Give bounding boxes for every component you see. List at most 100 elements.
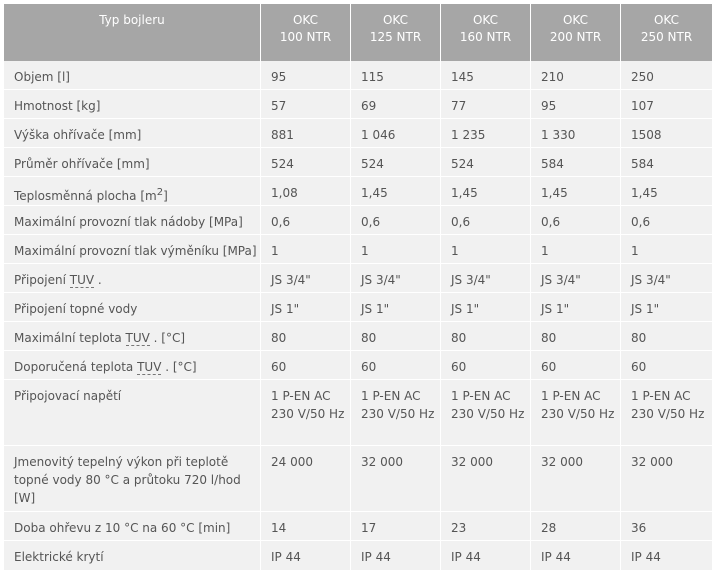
- row-value: 1 P-EN AC 230 V/50 Hz: [261, 380, 351, 446]
- row-value: 1 330: [531, 119, 621, 148]
- row-label: Maximální provozní tlak nádoby [MPa]: [4, 206, 261, 235]
- row-value: JS 3/4": [621, 264, 712, 293]
- row-label-text: Připojení topné vody: [14, 302, 138, 316]
- table-row: Objem [l] 95 115 145 210 250: [4, 61, 712, 90]
- row-value: 80: [531, 322, 621, 351]
- abbreviation-tuv[interactable]: TUV: [69, 273, 95, 288]
- header-model: OKC 125 NTR: [351, 4, 441, 61]
- row-value: 60: [351, 351, 441, 380]
- row-label: Výška ohřívače [mm]: [4, 119, 261, 148]
- row-label-text: Jmenovitý tepelný výkon při teplotě topn…: [14, 455, 241, 505]
- row-value: JS 3/4": [351, 264, 441, 293]
- model-line1: OKC: [653, 13, 680, 27]
- row-value: 32 000: [621, 446, 712, 512]
- row-value: 57: [261, 90, 351, 119]
- row-value: JS 1": [621, 293, 712, 322]
- table-row: Výška ohřívače [mm] 881 1 046 1 235 1 330 150…: [4, 119, 712, 148]
- row-value: JS 1": [351, 293, 441, 322]
- row-value: 1 P-EN AC 230 V/50 Hz: [351, 380, 441, 446]
- row-value: 250: [621, 61, 712, 90]
- row-value: 584: [621, 148, 712, 177]
- row-value: 524: [351, 148, 441, 177]
- row-value: 1: [531, 235, 621, 264]
- row-label-suffix: .: [94, 273, 102, 287]
- row-value: 0,6: [531, 206, 621, 235]
- row-value: 1,08: [261, 177, 351, 206]
- row-value: 32 000: [531, 446, 621, 512]
- row-value: 77: [441, 90, 531, 119]
- table-row: Teplosměnná plocha [m2] 1,08 1,45 1,45 1,45 1…: [4, 177, 712, 206]
- header-model: OKC 160 NTR: [441, 4, 531, 61]
- row-value: JS 1": [261, 293, 351, 322]
- row-value: 145: [441, 61, 531, 90]
- row-value: 60: [261, 351, 351, 380]
- boiler-spec-table: Typ bojleru OKC 100 NTR OKC 125 NTR OKC 160…: [4, 4, 712, 571]
- row-value: 1: [621, 235, 712, 264]
- table-row: Hmotnost [kg] 57 69 77 95 107: [4, 90, 712, 119]
- row-value: 17: [351, 512, 441, 541]
- model-line2: 250 NTR: [640, 30, 693, 44]
- row-label-suffix: . [°C]: [161, 360, 197, 374]
- row-value: 60: [621, 351, 712, 380]
- model-line1: OKC: [562, 13, 589, 27]
- abbreviation-tuv[interactable]: TUV: [137, 360, 162, 375]
- row-value: 95: [531, 90, 621, 119]
- table-row: Maximální provozní tlak výměníku [MPa] 1 1…: [4, 235, 712, 264]
- table-row: Připojovací napětí 1 P-EN AC 230 V/50 Hz 1…: [4, 380, 712, 446]
- row-value: 1,45: [351, 177, 441, 206]
- row-value: 107: [621, 90, 712, 119]
- row-value: 0,6: [621, 206, 712, 235]
- row-label-text: Elektrické krytí: [14, 550, 104, 564]
- row-label-text: Maximální teplota: [14, 331, 126, 345]
- row-value: 0,6: [441, 206, 531, 235]
- row-label: Teplosměnná plocha [m2]: [4, 177, 261, 206]
- row-label-text: Připojení: [14, 273, 70, 287]
- model-line2: 100 NTR: [279, 30, 332, 44]
- row-label: Objem [l]: [4, 61, 261, 90]
- row-value: JS 3/4": [531, 264, 621, 293]
- row-value: 69: [351, 90, 441, 119]
- row-label: Připojení topné vody: [4, 293, 261, 322]
- unit-superscript: 2: [156, 187, 164, 198]
- table-row: Maximální teplota TUV . [°C] 80 80 80 80 80: [4, 322, 712, 351]
- row-label-text: Maximální provozní tlak nádoby [MPa]: [14, 215, 243, 229]
- row-value: JS 3/4": [261, 264, 351, 293]
- row-label-text: Průměr ohřívače [mm]: [14, 157, 150, 171]
- table-row: Připojení TUV . JS 3/4" JS 3/4" JS 3/4" JS 3…: [4, 264, 712, 293]
- row-label: Maximální provozní tlak výměníku [MPa]: [4, 235, 261, 264]
- model-line1: OKC: [292, 13, 319, 27]
- model-line1: OKC: [382, 13, 409, 27]
- row-value: 36: [621, 512, 712, 541]
- row-label-text: Výška ohřívače [mm]: [14, 128, 142, 142]
- abbreviation-tuv[interactable]: TUV: [125, 331, 150, 346]
- table-header-row: Typ bojleru OKC 100 NTR OKC 125 NTR OKC 160…: [4, 4, 712, 61]
- model-line1: OKC: [472, 13, 499, 27]
- model-line2: 160 NTR: [459, 30, 512, 44]
- row-value: 32 000: [441, 446, 531, 512]
- table-body: Objem [l] 95 115 145 210 250 Hmotnost [kg] 57 69…: [4, 61, 712, 571]
- row-value: 1 P-EN AC 230 V/50 Hz: [531, 380, 621, 446]
- row-label: Doba ohřevu z 10 °C na 60 °C [min]: [4, 512, 261, 541]
- row-value: 24 000: [261, 446, 351, 512]
- row-value: IP 44: [351, 541, 441, 571]
- row-label-text: Maximální provozní tlak výměníku [MPa]: [14, 244, 257, 258]
- row-value: 80: [351, 322, 441, 351]
- header-model: OKC 200 NTR: [531, 4, 621, 61]
- row-value: 23: [441, 512, 531, 541]
- table-row: Připojení topné vody JS 1" JS 1" JS 1" JS 1"…: [4, 293, 712, 322]
- table-row: Jmenovitý tepelný výkon při teplotě topn…: [4, 446, 712, 512]
- row-value: 210: [531, 61, 621, 90]
- row-label-suffix: . [°C]: [149, 331, 186, 345]
- row-value: JS 1": [531, 293, 621, 322]
- row-label: Elektrické krytí: [4, 541, 261, 571]
- row-value: 28: [531, 512, 621, 541]
- row-value: 80: [621, 322, 712, 351]
- model-line2: 125 NTR: [369, 30, 422, 44]
- row-value: 0,6: [351, 206, 441, 235]
- table-row: Průměr ohřívače [mm] 524 524 524 584 584: [4, 148, 712, 177]
- row-value: 1 P-EN AC 230 V/50 Hz: [441, 380, 531, 446]
- row-label-text: Připojovací napětí: [14, 389, 122, 403]
- model-line2: 200 NTR: [549, 30, 602, 44]
- row-value: 1,45: [621, 177, 712, 206]
- row-value: 60: [441, 351, 531, 380]
